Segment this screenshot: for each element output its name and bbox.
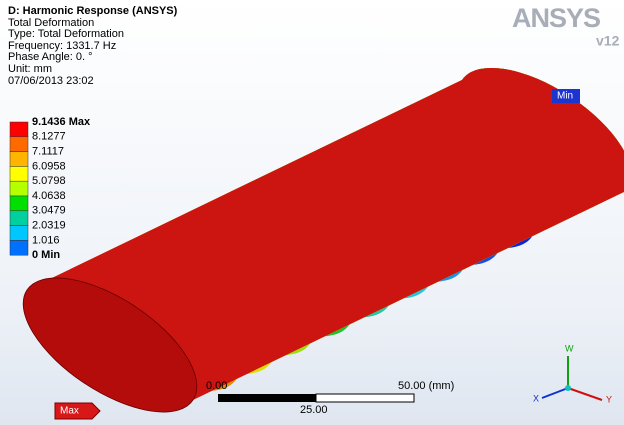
legend-swatch <box>10 211 28 226</box>
header: D: Harmonic Response (ANSYS) Total Defor… <box>8 6 177 87</box>
axis-x <box>542 388 568 398</box>
max-label: Max <box>60 406 79 417</box>
legend-label: 3.0479 <box>32 205 66 217</box>
legend-swatch <box>10 240 28 255</box>
header-line: Unit: mm <box>8 64 177 76</box>
scale-black <box>218 394 316 402</box>
legend-label: 0 Min <box>32 249 60 261</box>
legend-label: 4.0638 <box>32 190 66 202</box>
logo: ANSYS <box>512 3 600 33</box>
legend-swatch <box>10 196 28 211</box>
legend-swatch <box>10 122 28 137</box>
scale-start: 0.00 <box>206 380 227 392</box>
legend-label: 8.1277 <box>32 131 66 143</box>
legend-swatch <box>10 152 28 167</box>
scale-middle: 25.00 <box>300 404 328 416</box>
legend-swatch <box>10 181 28 196</box>
triad-y: Y <box>606 394 612 404</box>
logo-version: v12 <box>596 33 620 49</box>
scale-end: 50.00 (mm) <box>398 380 454 392</box>
legend-label: 2.0319 <box>32 220 66 232</box>
triad-w: W <box>565 343 574 353</box>
legend-label: 6.0958 <box>32 160 66 172</box>
viewport: 9.1436 Max 8.1277 7.1117 6.0958 5.0798 4.0638… <box>0 0 624 425</box>
legend-label: 5.0798 <box>32 175 66 187</box>
triad-origin <box>565 385 571 391</box>
legend-swatch <box>10 137 28 152</box>
legend-label: 9.1436 Max <box>32 116 91 128</box>
min-label: Min <box>557 91 573 102</box>
triad-x: X <box>533 393 539 403</box>
legend-swatch <box>10 226 28 241</box>
legend-label: 1.016 <box>32 234 60 246</box>
legend-swatch <box>10 166 28 181</box>
axis-v <box>568 388 602 400</box>
header-line: 07/06/2013 23:02 <box>8 76 177 88</box>
scale-white <box>316 394 414 402</box>
legend-label: 7.1117 <box>32 146 64 158</box>
header-title: D: Harmonic Response (ANSYS) <box>8 6 177 18</box>
